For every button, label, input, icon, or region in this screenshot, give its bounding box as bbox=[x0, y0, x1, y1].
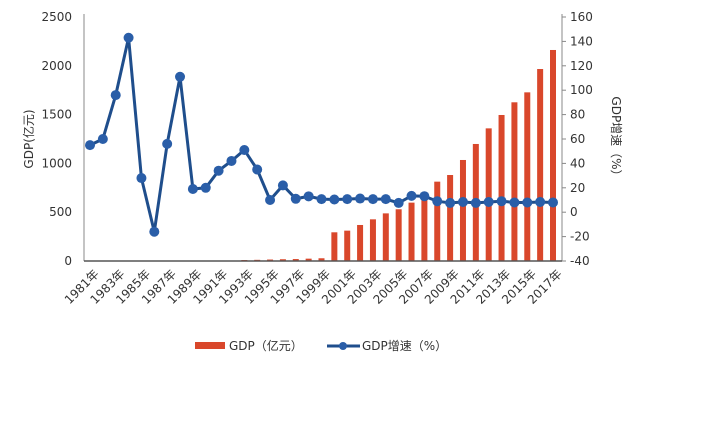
y-tick-label-right: 120 bbox=[570, 59, 593, 73]
y-axis-left-label: GDP(亿元) bbox=[21, 109, 36, 168]
bar bbox=[447, 175, 454, 261]
line-point bbox=[342, 194, 353, 205]
bar bbox=[382, 213, 389, 261]
y-tick-label-left: 1500 bbox=[41, 108, 72, 122]
line-point bbox=[85, 140, 95, 151]
line-point bbox=[110, 90, 121, 101]
line-point bbox=[290, 193, 301, 204]
line-point bbox=[445, 197, 456, 208]
bar bbox=[459, 159, 466, 261]
y-tick-label-left: 2500 bbox=[41, 10, 72, 24]
line-point bbox=[149, 226, 160, 237]
bar-series bbox=[241, 49, 556, 261]
y-tick-label-left: 500 bbox=[49, 205, 72, 219]
bar bbox=[369, 219, 376, 261]
bar bbox=[344, 230, 351, 261]
bar bbox=[537, 69, 544, 261]
bar bbox=[331, 232, 338, 261]
line-point bbox=[136, 173, 147, 184]
legend: GDP（亿元） GDP增速（%） bbox=[195, 338, 447, 353]
line-point bbox=[97, 134, 108, 144]
y-tick-label-right: -20 bbox=[570, 230, 590, 244]
line-point bbox=[213, 165, 224, 176]
y-tick-label-left: 0 bbox=[64, 254, 72, 268]
line-point bbox=[329, 194, 340, 205]
y-tick-label-right: 40 bbox=[570, 156, 585, 170]
line-point bbox=[265, 195, 276, 205]
legend-label-gdp: GDP（亿元） bbox=[229, 338, 303, 353]
line-point bbox=[226, 155, 237, 166]
line-point bbox=[175, 71, 186, 82]
line-point bbox=[496, 196, 507, 207]
line-point bbox=[277, 180, 288, 191]
line-point bbox=[123, 32, 134, 43]
legend-label-growth: GDP增速（%） bbox=[362, 339, 447, 353]
bar bbox=[434, 181, 441, 261]
y-tick-label-right: 0 bbox=[570, 205, 578, 219]
line-point bbox=[522, 197, 533, 208]
bar bbox=[485, 128, 492, 261]
bar bbox=[305, 258, 312, 261]
y-tick-label-right: 140 bbox=[570, 34, 593, 48]
line-point bbox=[355, 193, 366, 204]
line-point bbox=[367, 194, 378, 205]
line-point bbox=[303, 191, 314, 202]
line-point bbox=[432, 196, 443, 207]
line-point bbox=[535, 196, 546, 207]
y-tick-label-right: 160 bbox=[570, 10, 593, 24]
line-point bbox=[457, 196, 468, 207]
bar bbox=[395, 209, 402, 261]
bar bbox=[421, 195, 428, 261]
bar bbox=[524, 92, 531, 261]
line-point bbox=[239, 144, 250, 155]
line-point bbox=[380, 194, 391, 205]
y-tick-label-right: 60 bbox=[570, 132, 585, 146]
line-point bbox=[162, 138, 173, 149]
legend-swatch-gdp bbox=[195, 342, 225, 349]
y-tick-label-right: 100 bbox=[570, 83, 593, 97]
line-point bbox=[252, 164, 263, 175]
line-point bbox=[509, 197, 520, 208]
y-tick-label-left: 1000 bbox=[41, 156, 72, 170]
bar bbox=[511, 102, 518, 261]
line-point bbox=[200, 182, 211, 193]
bar bbox=[550, 49, 556, 261]
line-point bbox=[316, 194, 327, 205]
line-point bbox=[548, 197, 558, 208]
bar bbox=[357, 224, 364, 261]
line-point bbox=[419, 191, 430, 202]
line-point bbox=[483, 196, 494, 207]
y-tick-label-left: 2000 bbox=[41, 59, 72, 73]
bar bbox=[408, 202, 415, 261]
line-point bbox=[406, 190, 417, 201]
y-tick-label-right: 20 bbox=[570, 181, 585, 195]
bar bbox=[318, 258, 325, 261]
bar bbox=[498, 114, 505, 261]
bar bbox=[292, 259, 299, 261]
legend-marker-growth bbox=[339, 342, 347, 350]
y-tick-label-right: 80 bbox=[570, 108, 585, 122]
y-axis-right-label: GDP增速（%） bbox=[609, 96, 623, 181]
y-tick-label-right: -40 bbox=[570, 254, 590, 268]
line-series bbox=[85, 32, 558, 237]
line-point bbox=[393, 197, 404, 208]
bar bbox=[279, 259, 286, 261]
line-point bbox=[470, 197, 481, 208]
line-point bbox=[187, 184, 198, 195]
